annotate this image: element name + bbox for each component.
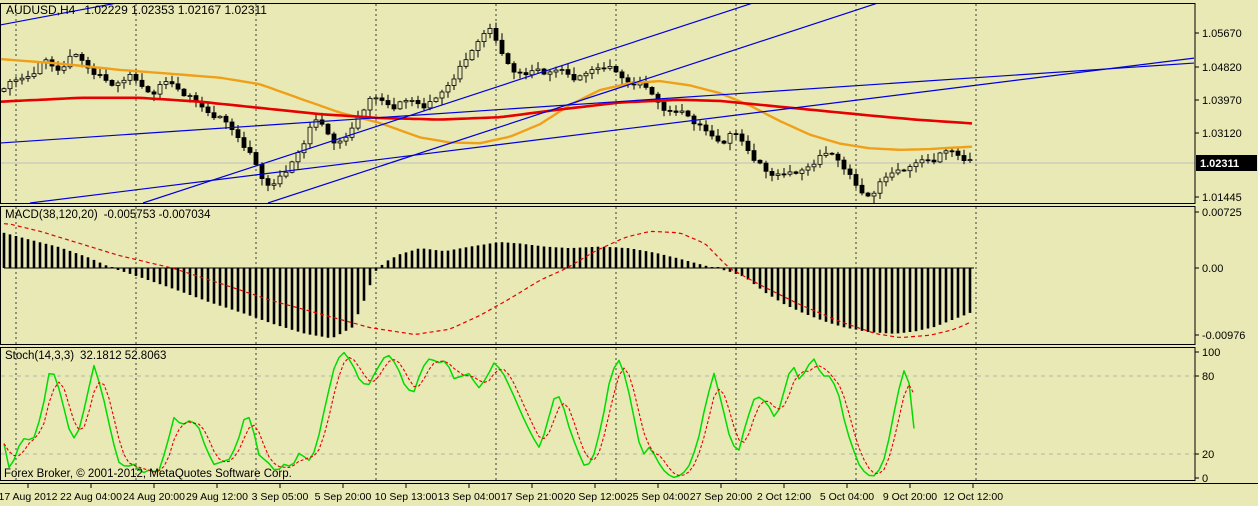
time-axis-label: 5 Sep 20:00 xyxy=(315,491,372,503)
stoch-axis-label: 100 xyxy=(1202,347,1220,359)
panel-borders xyxy=(0,3,1258,484)
time-axis-label: 5 Oct 04:00 xyxy=(820,491,874,503)
price-axis-label: 1.01445 xyxy=(1202,192,1242,204)
stoch-d-line xyxy=(3,356,915,477)
time-axis-label: 10 Sep 13:00 xyxy=(375,491,438,503)
time-axis-label: 3 Sep 05:00 xyxy=(252,491,309,503)
macd-axis-label: 0.00725 xyxy=(1202,207,1242,219)
price-axis-label: 1.03970 xyxy=(1202,95,1242,107)
time-axis-label: 25 Sep 04:00 xyxy=(627,491,690,503)
stoch-axis-label: 0 xyxy=(1202,473,1208,485)
stoch-axis[interactable]: 100 80 20 0 xyxy=(1195,347,1220,485)
macd-histogram xyxy=(2,232,974,338)
price-axis-label: 1.04820 xyxy=(1202,62,1242,74)
price-axis-label: 1.03120 xyxy=(1202,128,1242,140)
time-axis-label: 20 Sep 12:00 xyxy=(564,491,627,503)
time-axis-label: 24 Aug 20:00 xyxy=(123,491,185,503)
time-axis-label: 27 Sep 20:00 xyxy=(690,491,753,503)
time-axis[interactable]: 17 Aug 2012 22 Aug 04:00 24 Aug 20:00 29 Au… xyxy=(0,484,1003,503)
current-price-label: 1.02311 xyxy=(1196,155,1257,171)
time-axis-label: 17 Sep 21:00 xyxy=(501,491,564,503)
stoch-axis-label: 20 xyxy=(1202,449,1214,461)
price-axis-label: 1.05670 xyxy=(1202,28,1242,40)
time-axis-label: 22 Aug 04:00 xyxy=(60,491,122,503)
macd-axis-label: 0.00 xyxy=(1202,263,1223,275)
ma-orange-line xyxy=(1,57,973,152)
current-price-value: 1.02311 xyxy=(1200,158,1239,170)
stoch-level-lines xyxy=(1,375,1195,455)
time-axis-label: 17 Aug 2012 xyxy=(0,491,58,503)
time-axis-label: 13 Sep 04:00 xyxy=(438,491,501,503)
trend-lines[interactable] xyxy=(0,0,1195,203)
time-axis-label: 29 Aug 12:00 xyxy=(186,491,248,503)
ma-red-line xyxy=(1,96,973,125)
stoch-axis-label: 80 xyxy=(1202,371,1214,383)
candlestick-series xyxy=(1,22,973,203)
macd-axis[interactable]: 0.00725 0.00 -0.00976 xyxy=(1195,207,1245,342)
time-axis-label: 2 Oct 12:00 xyxy=(757,491,811,503)
time-axis-label: 9 Oct 20:00 xyxy=(883,491,937,503)
macd-axis-label: -0.00976 xyxy=(1202,330,1245,342)
time-axis-label: 12 Oct 12:00 xyxy=(943,491,1003,503)
price-axis[interactable]: 1.05670 1.04820 1.03970 1.03120 1.01445 xyxy=(1195,28,1242,204)
